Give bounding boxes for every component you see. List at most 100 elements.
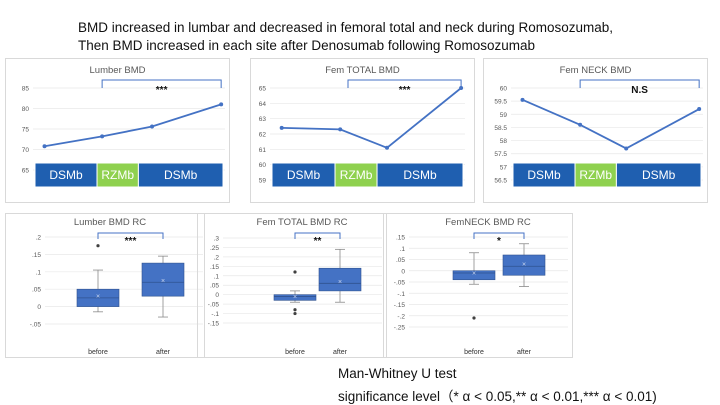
y-tick-label: 60	[500, 86, 508, 93]
significance-bracket	[347, 79, 462, 88]
chart-frame	[483, 58, 708, 203]
chart-frame	[5, 58, 230, 203]
y-tick-label: 0	[37, 304, 41, 311]
significance-bracket	[579, 79, 700, 88]
mean-marker: ×	[293, 294, 297, 301]
y-tick-label: 58	[500, 138, 508, 145]
x-category-label: after	[156, 349, 171, 356]
phase-segment-dsmb	[34, 162, 98, 188]
y-tick-label: 64	[259, 101, 267, 108]
phase-segment-dsmb	[271, 162, 336, 188]
y-tick-label: 57	[500, 164, 508, 171]
significance-label: **	[314, 236, 322, 247]
y-tick-label: .15	[32, 252, 41, 259]
chart-title: Lumber BMD	[90, 65, 146, 76]
data-point	[100, 134, 105, 139]
y-tick-label: -.05	[30, 322, 42, 329]
y-tick-label: 65	[259, 86, 267, 93]
data-point	[578, 122, 583, 127]
y-tick-label: .25	[210, 245, 219, 252]
lumber-bmd-line-chart: Lumber BMD 65 70 75 80 85 *** DSMb RZMb DSMb	[5, 58, 230, 203]
phase-label: RZMb	[340, 168, 373, 182]
x-category-label: before	[464, 349, 484, 356]
phase-label: RZMb	[101, 168, 134, 182]
outlier-point	[293, 311, 297, 316]
data-point	[279, 125, 284, 130]
mean-marker: ×	[522, 262, 526, 269]
y-tick-label: -.25	[394, 325, 406, 332]
series-line	[44, 103, 222, 148]
chart-frame	[197, 213, 387, 358]
outlier-point	[293, 308, 297, 312]
data-point	[150, 124, 155, 129]
significance-bracket	[101, 79, 222, 88]
y-tick-label: 61	[259, 147, 267, 154]
significance-label: ***	[156, 85, 168, 96]
phase-segment-dsmb	[615, 162, 702, 188]
significance-bracket	[97, 232, 164, 239]
chart-title: Fem NECK BMD	[560, 65, 632, 76]
data-point	[459, 86, 464, 90]
fem-total-bmd-line-chart: Fem TOTAL BMD 59 60 61 62 63 64 65 *** DSMb RZMb DS…	[250, 58, 475, 203]
data-point	[42, 144, 47, 149]
mean-marker: ×	[161, 278, 165, 285]
phase-label: DSMb	[287, 168, 321, 182]
x-category-label: after	[333, 349, 348, 356]
y-tick-label: -.1	[397, 291, 405, 298]
data-point	[219, 102, 224, 107]
y-tick-label: .2	[214, 254, 220, 261]
phase-label: RZMb	[579, 168, 612, 182]
box-iqr	[502, 254, 546, 276]
data-point	[697, 107, 702, 112]
y-tick-label: 85	[22, 86, 30, 93]
y-tick-label: 60	[259, 162, 267, 169]
significance-label: ***	[399, 85, 411, 96]
box-iqr	[273, 294, 317, 301]
test-name: Man-Whitney U test	[338, 366, 457, 381]
box-iqr	[141, 262, 185, 297]
box-iqr	[318, 267, 362, 292]
y-tick-label: -.05	[394, 280, 406, 287]
significance-label: ***	[125, 236, 137, 247]
phase-label: DSMb	[49, 168, 83, 182]
chart-title: Fem TOTAL BMD	[325, 65, 400, 76]
chart-title: FemNECK BMD RC	[445, 217, 531, 228]
chart-frame	[5, 213, 205, 358]
significance-legend: significance level（* α < 0.05,** α < 0.0…	[338, 389, 657, 404]
y-tick-label: 70	[22, 147, 30, 154]
y-tick-label: .05	[396, 257, 405, 264]
y-tick-label: .3	[214, 236, 220, 243]
outlier-point	[293, 270, 297, 274]
mean-marker: ×	[338, 279, 342, 286]
y-tick-label: .2	[36, 235, 42, 242]
fem-total-bmd-rc-box-chart: Fem TOTAL BMD RC -.15 -.1 -.05 0 .05 .1 .15 .2 .2…	[197, 213, 387, 358]
series-line	[281, 87, 462, 149]
slide-heading-line-1: BMD increased in lumbar and decreased in…	[78, 20, 614, 35]
y-tick-label: 0	[215, 292, 219, 299]
y-tick-label: -.15	[394, 302, 406, 309]
chart-frame	[250, 58, 475, 203]
phase-segment-dsmb	[512, 162, 576, 188]
chart-title: Fem TOTAL BMD RC	[257, 217, 348, 228]
y-tick-label: -.2	[397, 313, 405, 320]
y-tick-label: 57.5	[494, 151, 507, 158]
mean-marker: ×	[472, 271, 476, 278]
x-category-label: before	[88, 349, 108, 356]
y-tick-label: 0	[401, 268, 405, 275]
y-tick-label: .1	[214, 273, 220, 280]
phase-label: DSMb	[164, 168, 198, 182]
y-tick-label: 63	[259, 116, 267, 123]
y-tick-label: .05	[210, 283, 219, 290]
slide-heading-line-2: Then BMD increased in each site after De…	[78, 38, 535, 53]
fem-neck-bmd-rc-box-chart: FemNECK BMD RC -.25 -.2 -.15 -.1 -.05 0 .05 .1 .1…	[383, 213, 573, 358]
phase-label: DSMb	[642, 168, 676, 182]
lumber-bmd-rc-box-chart: Lumber BMD RC -.05 0 .05 .1 .15 .2 *** × before × a…	[5, 213, 205, 358]
y-tick-label: 75	[22, 127, 30, 134]
chart-title: Lumber BMD RC	[74, 217, 146, 228]
phase-segment-dsmb	[137, 162, 224, 188]
y-tick-label: .1	[36, 269, 42, 276]
y-tick-label: .15	[210, 264, 219, 271]
y-tick-label: .1	[400, 246, 406, 253]
phase-label: DSMb	[403, 168, 437, 182]
phase-segment-rzmb	[96, 162, 139, 188]
